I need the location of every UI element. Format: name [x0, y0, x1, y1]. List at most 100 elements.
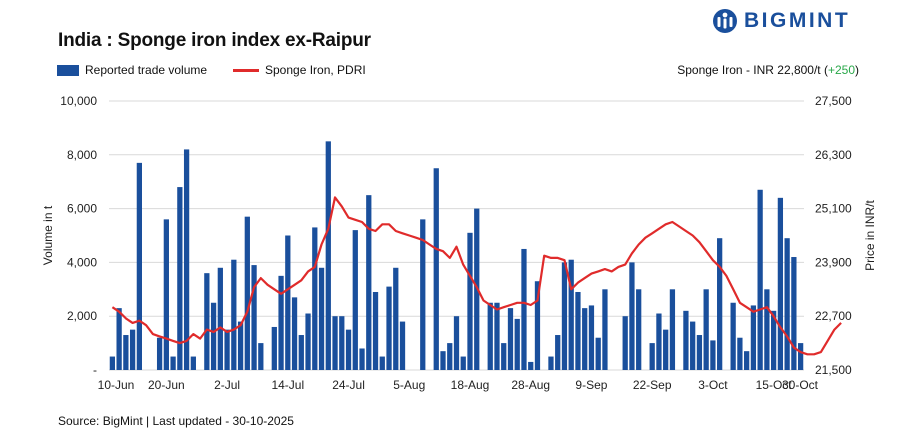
volume-bar [399, 321, 406, 370]
volume-bar [507, 308, 514, 370]
volume-bar [332, 316, 338, 370]
volume-bar [683, 310, 689, 370]
volume-bar [359, 348, 365, 370]
volume-bar [379, 356, 385, 370]
volume-bar [325, 141, 331, 370]
volume-bar [251, 265, 257, 370]
volume-bar [210, 302, 217, 370]
volume-bar [534, 281, 541, 370]
volume-bar [339, 316, 345, 370]
volume-bar [460, 356, 466, 370]
volume-bar [629, 262, 635, 370]
legend-item-price: Sponge Iron, PDRI [233, 63, 366, 77]
x-tick-label: 24-Jul [332, 378, 365, 392]
volume-bar [285, 235, 291, 370]
volume-bar [649, 343, 655, 370]
volume-bar [501, 343, 507, 370]
y-right-tick-label: 22,700 [815, 309, 852, 323]
volume-bar [521, 248, 527, 370]
volume-bar [696, 335, 703, 370]
volume-bar [582, 308, 588, 370]
volume-bar [305, 313, 311, 370]
bigmint-logo: BIGMINT [712, 8, 850, 34]
volume-bar [291, 297, 298, 370]
volume-bar [237, 321, 244, 370]
volume-bar [669, 289, 676, 370]
volume-bar [575, 291, 581, 370]
volume-bar [163, 219, 169, 370]
brand-name: BIGMINT [744, 9, 851, 32]
volume-bar [487, 302, 493, 370]
legend-swatch-volume [57, 64, 79, 76]
x-tick-label: 9-Sep [575, 378, 607, 392]
volume-bar [433, 168, 439, 370]
volume-bar [797, 343, 804, 370]
x-tick-label: 20-Jun [148, 378, 185, 392]
y-left-tick-label: - [93, 363, 97, 377]
volume-bar [231, 259, 237, 370]
volume-bar [636, 289, 642, 370]
volume-bar [771, 310, 777, 370]
volume-bar [116, 308, 122, 370]
volume-bar [595, 337, 601, 370]
source-note: Source: BigMint | Last updated - 30-10-2… [58, 414, 294, 428]
y-right-tick-label: 25,100 [815, 202, 852, 216]
volume-bar [217, 267, 223, 370]
volume-bar [298, 335, 304, 370]
y-left-tick-label: 6,000 [67, 202, 97, 216]
price-note-prefix: Sponge Iron - INR 22,800/t ( [677, 63, 828, 77]
volume-bar [366, 195, 372, 370]
chart-title: India : Sponge iron index ex-Raipur [58, 30, 371, 51]
y-right-tick-label: 23,900 [815, 255, 852, 269]
y-right-tick-label: 21,500 [815, 363, 852, 377]
volume-bar [568, 259, 574, 370]
volume-bar [278, 275, 284, 370]
volume-bar [224, 329, 230, 370]
price-line [111, 196, 842, 356]
x-tick-label: 15-Oct [756, 378, 793, 392]
x-tick-label: 5-Aug [393, 378, 425, 392]
volume-bar [494, 302, 500, 370]
volume-bar [528, 361, 534, 370]
y-left-tick-label: 10,000 [60, 94, 97, 108]
x-tick-label: 2-Jul [214, 378, 240, 392]
volume-bar [386, 286, 392, 370]
x-tick-label: 28-Aug [511, 378, 550, 392]
volume-bar [561, 262, 568, 370]
volume-bar [777, 197, 784, 370]
x-tick-label: 14-Jul [271, 378, 304, 392]
volume-bar [548, 356, 554, 370]
volume-bar [764, 289, 770, 370]
y-right-axis-label: Price in INR/t [863, 199, 877, 270]
volume-bar [750, 305, 757, 370]
y-left-axis-label: Volume in t [41, 205, 55, 265]
volume-bar [784, 238, 790, 370]
volume-bar [258, 343, 264, 370]
volume-bar [690, 321, 696, 370]
x-tick-label: 3-Oct [698, 378, 728, 392]
volume-bar [190, 356, 196, 370]
y-right-tick-label: 26,300 [815, 148, 852, 162]
logo-mark-icon [713, 9, 737, 33]
volume-bar [440, 351, 446, 370]
y-left-tick-label: 4,000 [67, 255, 97, 269]
volume-bar [393, 267, 399, 370]
y-left-tick-label: 2,000 [67, 309, 97, 323]
volume-bar [467, 232, 473, 370]
x-tick-label: 22-Sep [633, 378, 672, 392]
volume-bar [204, 273, 210, 370]
volume-bar [447, 343, 453, 370]
volume-bar [514, 318, 520, 370]
volume-bar [703, 289, 709, 370]
volume-bar [312, 227, 318, 370]
volume-bar [555, 335, 561, 370]
volume-bar [757, 189, 763, 370]
legend-swatch-price [233, 68, 259, 72]
volume-bar [622, 316, 628, 370]
legend-label-price: Sponge Iron, PDRI [265, 63, 366, 77]
volume-bar [318, 267, 325, 370]
volume-bar [129, 329, 136, 370]
volume-bar [588, 305, 595, 370]
volume-bar [663, 329, 669, 370]
